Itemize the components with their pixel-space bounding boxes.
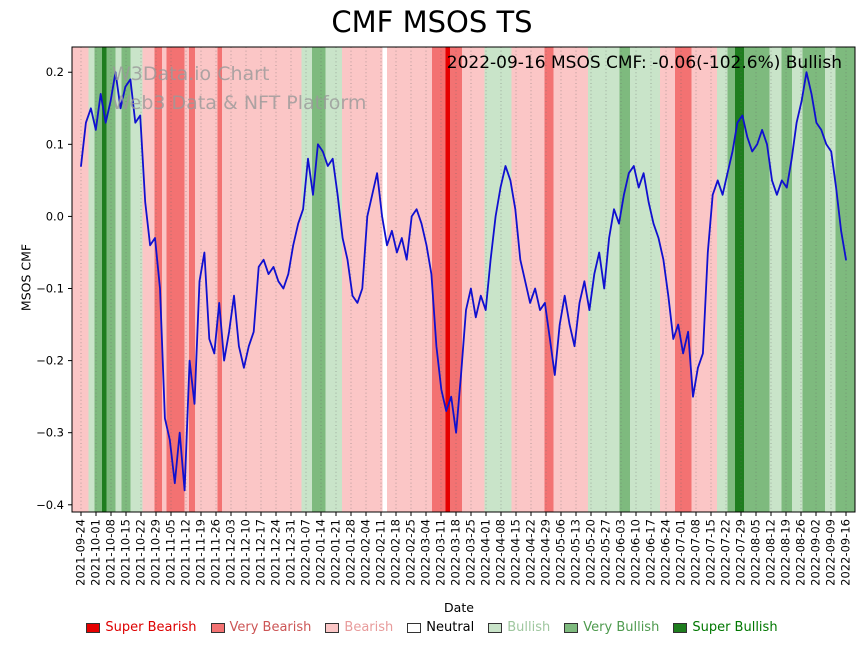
legend-label: Neutral (426, 620, 475, 635)
legend-swatch (407, 622, 422, 633)
svg-text:2021-10-22: 2021-10-22 (134, 519, 148, 586)
svg-text:2022-06-03: 2022-06-03 (614, 519, 628, 586)
legend-swatch (564, 622, 579, 633)
svg-text:2022-07-15: 2022-07-15 (704, 519, 718, 586)
svg-text:2021-10-29: 2021-10-29 (149, 519, 163, 586)
chart-legend: Super Bearish Very Bearish Bearish Neutr… (0, 620, 864, 635)
svg-text:2021-10-01: 2021-10-01 (89, 519, 103, 586)
svg-text:0.1: 0.1 (46, 137, 64, 151)
svg-text:0.2: 0.2 (46, 65, 64, 79)
legend-label: Very Bearish (229, 620, 312, 635)
svg-text:2022-01-28: 2022-01-28 (344, 519, 358, 586)
svg-text:2022-06-24: 2022-06-24 (659, 519, 673, 586)
svg-text:2021-12-10: 2021-12-10 (239, 519, 253, 586)
svg-text:2022-07-22: 2022-07-22 (719, 519, 733, 586)
legend-item-very-bearish: Very Bearish (210, 620, 312, 635)
svg-text:2021-11-12: 2021-11-12 (179, 519, 193, 586)
svg-text:2022-08-12: 2022-08-12 (764, 519, 778, 586)
svg-text:2022-09-02: 2022-09-02 (809, 519, 823, 586)
svg-text:2022-01-07: 2022-01-07 (299, 519, 313, 586)
svg-text:2022-04-08: 2022-04-08 (494, 519, 508, 586)
legend-item-very-bullish: Very Bullish (564, 620, 659, 635)
legend-item-super-bearish: Super Bearish (86, 620, 197, 635)
svg-text:2021-12-17: 2021-12-17 (254, 519, 268, 586)
watermark-line1: W3Data.io Chart (112, 63, 270, 85)
svg-text:2021-12-31: 2021-12-31 (284, 519, 298, 586)
legend-label: Very Bullish (583, 620, 660, 635)
svg-text:2021-11-05: 2021-11-05 (164, 519, 178, 586)
svg-text:2022-08-19: 2022-08-19 (779, 519, 793, 586)
svg-text:2022-04-29: 2022-04-29 (539, 519, 553, 586)
svg-text:2022-02-11: 2022-02-11 (374, 519, 388, 586)
legend-item-bullish: Bullish (488, 620, 550, 635)
svg-text:2021-12-24: 2021-12-24 (269, 519, 283, 586)
svg-text:2021-11-19: 2021-11-19 (194, 519, 208, 586)
legend-swatch (86, 622, 101, 633)
legend-label: Super Bearish (105, 620, 197, 635)
svg-text:2022-07-01: 2022-07-01 (674, 519, 688, 586)
svg-text:−0.3: −0.3 (36, 426, 64, 440)
svg-text:2022-02-25: 2022-02-25 (404, 519, 418, 586)
svg-text:2021-10-15: 2021-10-15 (119, 519, 133, 586)
svg-text:2022-03-11: 2022-03-11 (434, 519, 448, 586)
legend-swatch (488, 622, 503, 633)
svg-text:2022-04-15: 2022-04-15 (509, 519, 523, 586)
svg-text:2022-02-18: 2022-02-18 (389, 519, 403, 586)
legend-item-neutral: Neutral (407, 620, 474, 635)
svg-text:2022-03-18: 2022-03-18 (449, 519, 463, 586)
svg-text:−0.1: −0.1 (36, 282, 64, 296)
x-axis-title: Date (444, 600, 474, 615)
chart-title: CMF MSOS TS (331, 5, 533, 39)
svg-text:2022-01-21: 2022-01-21 (329, 519, 343, 586)
latest-value-annotation: 2022-09-16 MSOS CMF: -0.06(-102.6%) Bull… (446, 53, 842, 73)
svg-text:2022-09-09: 2022-09-09 (824, 519, 838, 586)
svg-text:2022-07-29: 2022-07-29 (734, 519, 748, 586)
watermark-line2: Web3 Data & NFT Platform (112, 92, 367, 115)
y-axis-title: MSOS CMF (18, 243, 34, 312)
legend-swatch (673, 622, 688, 633)
svg-text:2022-07-08: 2022-07-08 (689, 519, 703, 586)
svg-text:2022-05-27: 2022-05-27 (599, 519, 613, 586)
svg-text:2022-06-17: 2022-06-17 (644, 519, 658, 586)
legend-label: Bearish (344, 620, 394, 635)
svg-text:2022-02-04: 2022-02-04 (359, 519, 373, 586)
svg-text:2022-08-26: 2022-08-26 (794, 519, 808, 586)
svg-text:2021-09-24: 2021-09-24 (74, 519, 88, 586)
svg-text:2021-10-08: 2021-10-08 (104, 519, 118, 586)
svg-text:2022-08-05: 2022-08-05 (749, 519, 763, 586)
svg-text:2022-01-14: 2022-01-14 (314, 519, 328, 586)
legend-item-bearish: Bearish (325, 620, 393, 635)
svg-text:2022-03-04: 2022-03-04 (419, 519, 433, 586)
legend-label: Bullish (507, 620, 551, 635)
svg-text:2022-04-22: 2022-04-22 (524, 519, 538, 586)
svg-text:2022-05-20: 2022-05-20 (584, 519, 598, 586)
svg-text:2022-06-10: 2022-06-10 (629, 519, 643, 586)
svg-text:2022-05-13: 2022-05-13 (569, 519, 583, 586)
svg-text:−0.2: −0.2 (36, 354, 64, 368)
svg-text:2022-09-16: 2022-09-16 (839, 519, 853, 586)
watermark: W3Data.io Chart Web3 Data & NFT Platform (112, 60, 366, 119)
legend-label: Super Bullish (692, 620, 778, 635)
legend-item-super-bullish: Super Bullish (673, 620, 778, 635)
svg-text:2022-05-06: 2022-05-06 (554, 519, 568, 586)
legend-swatch (325, 622, 340, 633)
svg-text:2022-04-01: 2022-04-01 (479, 519, 493, 586)
svg-text:−0.4: −0.4 (36, 498, 64, 512)
legend-swatch (210, 622, 225, 633)
svg-text:2022-03-25: 2022-03-25 (464, 519, 478, 586)
svg-text:2021-12-03: 2021-12-03 (224, 519, 238, 586)
svg-text:2021-11-26: 2021-11-26 (209, 519, 223, 586)
svg-text:0.0: 0.0 (46, 209, 64, 223)
